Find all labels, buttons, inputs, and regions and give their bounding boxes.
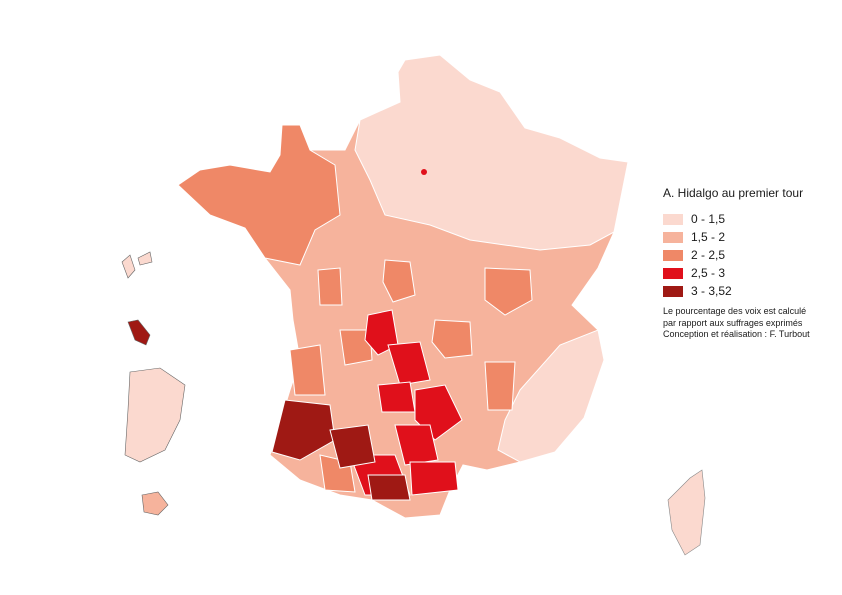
dept-dark-ariege [367, 474, 411, 501]
dept-limousin [339, 329, 373, 366]
note-line: Le pourcentage des voix est calculé [663, 306, 807, 316]
dept-red-lot [377, 381, 416, 413]
legend-swatch [663, 285, 683, 297]
legend-item: 3 - 3,52 [663, 282, 838, 300]
legend-item: 1,5 - 2 [663, 228, 838, 246]
legend-title: A. Hidalgo au premier tour [663, 186, 804, 200]
dept-dark-landes [271, 399, 336, 461]
dept-paris [421, 169, 427, 175]
dept-west-central [317, 267, 343, 306]
legend-label: 3 - 3,52 [691, 284, 732, 298]
dept-rhone [484, 361, 516, 411]
legend-item: 0 - 1,5 [663, 210, 838, 228]
legend-label: 1,5 - 2 [691, 230, 726, 244]
dept-centre [382, 259, 416, 303]
dept-dark-gers [329, 424, 376, 469]
legend: A. Hidalgo au premier tour 0 - 1,5 1,5 -… [663, 186, 838, 341]
legend-swatch [663, 231, 683, 243]
guyane [124, 367, 186, 463]
corsica [667, 469, 706, 556]
legend-item: 2,5 - 3 [663, 264, 838, 282]
legend-label: 0 - 1,5 [691, 212, 726, 226]
region-north-east [354, 54, 629, 251]
legend-swatch [663, 249, 683, 261]
dept-red-limousin [364, 309, 399, 356]
credit-line: Conception et réalisation : F. Turbout [663, 329, 810, 339]
region-south-east [497, 329, 605, 463]
dept-landes-north [289, 344, 326, 396]
dept-red-aude [409, 461, 459, 496]
guadeloupe [121, 254, 136, 279]
guadeloupe-east [137, 251, 153, 266]
legend-item: 2 - 2,5 [663, 246, 838, 264]
reunion [141, 491, 169, 516]
dept-red-tarn [394, 424, 439, 466]
dept-massif [431, 319, 473, 359]
note-line: par rapport aux suffrages exprimés [663, 317, 803, 328]
martinique [127, 319, 151, 346]
region-brittany [177, 124, 341, 266]
dept-burgundy [484, 267, 533, 316]
dept-red-auvergne [387, 341, 431, 386]
legend-label: 2 - 2,5 [691, 248, 726, 262]
legend-label: 2,5 - 3 [691, 266, 726, 280]
map-notes: Le pourcentage des voix est calculé par … [663, 306, 838, 341]
legend-swatch [663, 267, 683, 279]
legend-swatch [663, 213, 683, 225]
